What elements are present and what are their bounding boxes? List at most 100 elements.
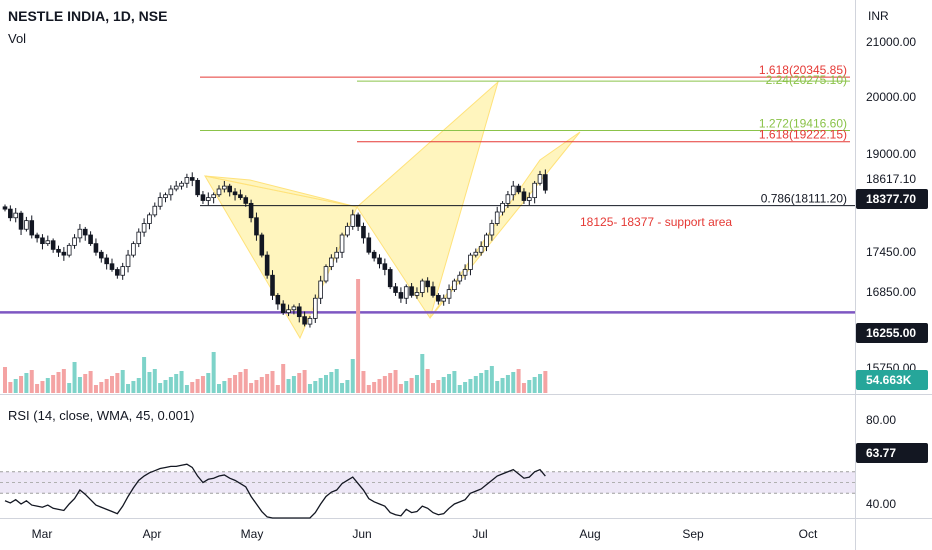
chart-title: NESTLE INDIA, 1D, NSE <box>8 8 168 24</box>
volume-bar <box>77 377 82 393</box>
candle-body <box>473 251 479 256</box>
candle-body <box>61 251 67 256</box>
candle-body <box>393 286 398 293</box>
rsi-line <box>4 463 546 519</box>
volume-bar <box>217 384 221 393</box>
candle-body <box>152 205 158 216</box>
candle-body <box>232 191 238 196</box>
volume-bar <box>19 376 24 393</box>
volume-bar <box>404 381 409 393</box>
candle-body <box>205 197 211 201</box>
candle-body <box>8 208 13 219</box>
rsi-label: RSI (14, close, WMA, 45, 0.001) <box>8 408 195 423</box>
candle-body <box>329 257 334 268</box>
candle-body <box>18 212 24 230</box>
candle-body <box>227 185 233 193</box>
candle-body <box>527 197 532 201</box>
time-tick: Jul <box>472 527 487 541</box>
time-tick: May <box>241 527 264 541</box>
volume-label: Vol <box>8 31 27 46</box>
volume-bar <box>120 370 125 393</box>
candle-body <box>398 292 404 299</box>
volume-badge <box>856 370 928 390</box>
volume-bars <box>3 279 548 393</box>
volume-bar <box>425 369 430 393</box>
volume-bar <box>291 376 296 393</box>
rsi-tick: 80.00 <box>866 413 896 427</box>
candle-body <box>254 217 259 236</box>
volume-bar <box>543 371 548 393</box>
volume-bar <box>484 370 489 393</box>
volume-bar <box>388 373 393 393</box>
candle-body <box>40 237 45 245</box>
volume-bar <box>538 374 542 393</box>
candle-body <box>211 194 216 199</box>
candle-body <box>88 234 93 245</box>
volume-bar <box>463 382 468 393</box>
volume-bar <box>24 373 29 393</box>
volume-bar <box>142 357 147 393</box>
candle-body <box>291 306 297 311</box>
volume-bar <box>243 369 248 393</box>
rsi-tick: 40.00 <box>866 497 896 511</box>
volume-bar <box>286 379 291 393</box>
volume-bar <box>168 377 173 393</box>
candle-body <box>45 240 51 245</box>
candle-body <box>489 223 495 236</box>
volume-bar <box>147 372 152 393</box>
candle-body <box>238 194 243 199</box>
candle-body <box>163 194 168 199</box>
candle-body <box>270 274 275 296</box>
candle-body <box>452 280 457 291</box>
volume-bar <box>420 354 425 393</box>
candle-body <box>66 244 72 256</box>
volume-bar <box>206 373 211 393</box>
volume-bar <box>126 384 131 393</box>
candle-body <box>361 225 366 239</box>
volume-bar <box>233 375 238 393</box>
volume-bar <box>29 370 34 393</box>
candle-body <box>505 194 511 204</box>
candle-body <box>350 214 356 227</box>
candle-body <box>280 303 286 314</box>
candle-body <box>104 257 109 265</box>
volume-bar <box>527 380 532 393</box>
volume-bar <box>67 383 72 393</box>
time-tick: Oct <box>799 527 818 541</box>
volume-bar <box>505 375 510 393</box>
candle-body <box>302 316 307 325</box>
volume-bar <box>227 378 232 393</box>
volume-bar <box>297 373 302 393</box>
candle-body <box>403 286 409 299</box>
volume-bar <box>473 376 478 393</box>
candle-body <box>173 185 179 190</box>
candle-body <box>2 206 8 210</box>
candle-body <box>543 174 548 191</box>
candle-body <box>125 254 131 268</box>
support-price-badge-text: 16255.00 <box>866 326 916 340</box>
volume-bar <box>377 379 382 393</box>
volume-bar <box>366 385 371 393</box>
candle-body <box>318 280 323 299</box>
candle-body <box>259 234 265 256</box>
pattern-triangle <box>204 175 358 208</box>
fib-label: 1.618(20345.85) <box>759 63 847 77</box>
candle-body <box>521 191 527 201</box>
volume-bar <box>361 371 366 393</box>
volume-bar <box>479 373 484 393</box>
support-price-badge <box>856 323 928 343</box>
candle-body <box>484 234 489 247</box>
candle-body <box>334 251 339 259</box>
volume-bar <box>222 381 227 393</box>
time-tick: Aug <box>579 527 600 541</box>
candle-body <box>50 240 56 250</box>
candle-body <box>494 211 500 224</box>
volume-bar <box>398 384 403 393</box>
price-tick: 18617.10 <box>866 172 916 186</box>
volume-bar <box>254 380 259 393</box>
volume-bar <box>372 382 377 393</box>
volume-bar <box>329 372 334 393</box>
volume-bar <box>45 378 50 393</box>
volume-bar <box>88 371 93 393</box>
